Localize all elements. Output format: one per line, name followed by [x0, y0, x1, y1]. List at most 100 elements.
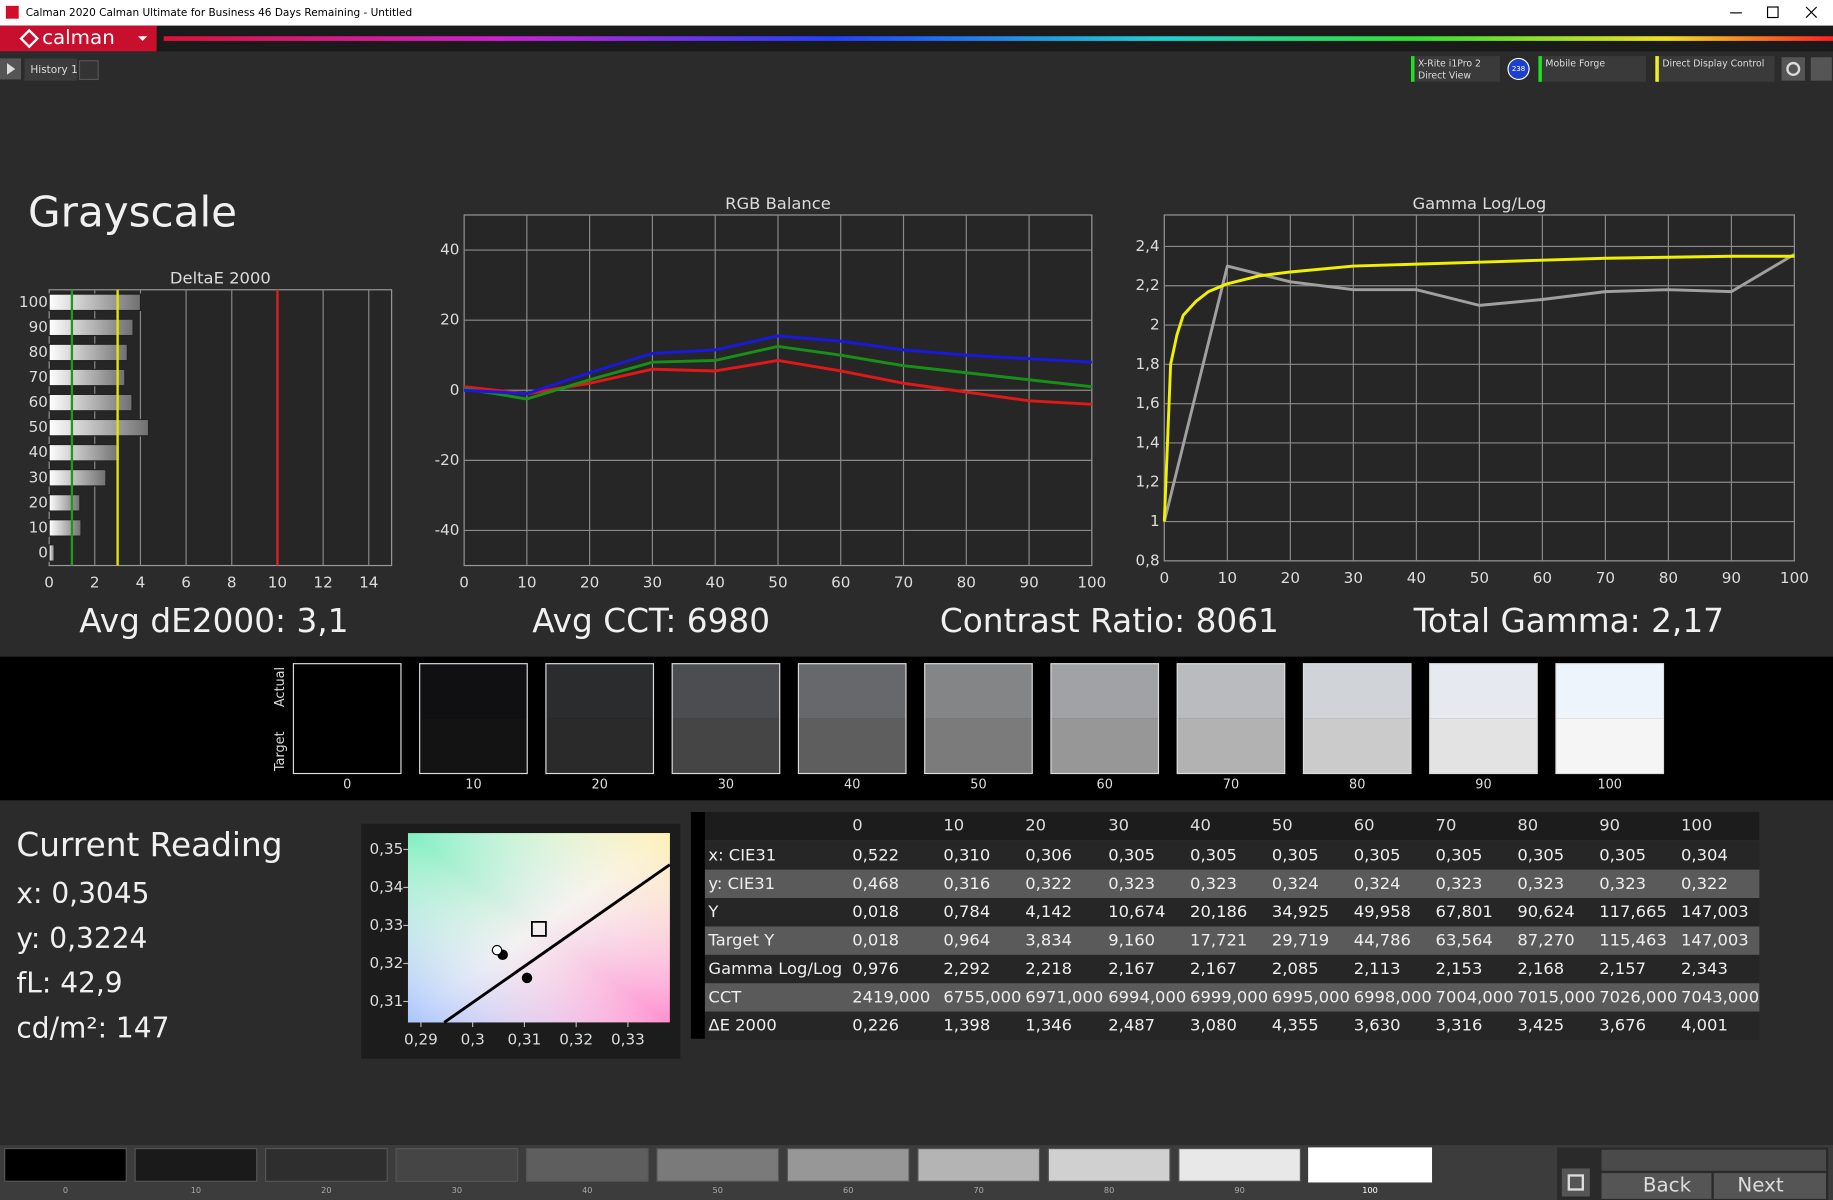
chart-title: RGB Balance — [725, 194, 831, 213]
table-cell: 20,186 — [1190, 902, 1247, 921]
footer-swatch[interactable] — [917, 1148, 1041, 1182]
x-tick-label: 0,31 — [508, 1030, 542, 1048]
swatch-actual — [545, 663, 654, 719]
back-button[interactable] — [1601, 1173, 1712, 1199]
close-button[interactable] — [1805, 6, 1818, 18]
table-cell: 0,522 — [852, 845, 899, 864]
footer-swatch[interactable] — [1047, 1148, 1171, 1182]
column-header: 70 — [1436, 816, 1457, 835]
table-cell: 0,964 — [943, 931, 990, 950]
table-cell: 0,305 — [1190, 845, 1237, 864]
column-header: 50 — [1272, 816, 1293, 835]
y-tick-label: 60 — [29, 393, 48, 411]
window-title: Calman 2020 Calman Ultimate for Business… — [26, 7, 412, 19]
settings-button[interactable] — [1781, 57, 1805, 81]
footer-swatch[interactable] — [525, 1148, 649, 1182]
measured-point — [521, 972, 533, 984]
bar — [48, 418, 150, 437]
history-tab[interactable] — [24, 58, 78, 81]
x-tick-label: 100 — [1077, 574, 1106, 592]
table-cell: 0,323 — [1517, 874, 1564, 893]
target-label: Target — [273, 731, 288, 772]
y-tick-label: 70 — [29, 368, 48, 386]
table-cell: 0,305 — [1517, 845, 1564, 864]
y-tick-label: 40 — [29, 443, 48, 461]
swatch-target — [924, 718, 1033, 774]
history-tab-label: History 1 — [30, 64, 77, 76]
x-tick-label: 80 — [957, 574, 976, 592]
x-tick-label: 50 — [768, 574, 787, 592]
footer-swatch[interactable] — [265, 1148, 388, 1182]
y-tick-label: 2,4 — [1135, 237, 1159, 255]
x-tick-label: 70 — [894, 574, 913, 592]
x-tick-label: 30 — [643, 574, 662, 592]
table-cell: 117,665 — [1599, 902, 1667, 921]
logo-icon — [19, 28, 40, 49]
logo-button[interactable] — [0, 25, 157, 52]
bar — [48, 443, 121, 462]
meter-badge[interactable] — [1507, 57, 1530, 81]
meter-select[interactable] — [1410, 56, 1500, 82]
x-tick-label: 90 — [1019, 574, 1038, 592]
stop-button[interactable] — [1561, 1168, 1590, 1197]
swatch-label: 50 — [970, 778, 986, 793]
swatch-border — [545, 663, 655, 775]
table-cell: 2,343 — [1681, 959, 1728, 978]
table-cell: 0,306 — [1025, 845, 1072, 864]
table-cell: 2,487 — [1108, 1016, 1155, 1035]
table-cell: 6971,000 — [1025, 987, 1103, 1006]
add-tab[interactable] — [78, 60, 99, 81]
table-cell: 0,305 — [1272, 845, 1319, 864]
table-cell: 17,721 — [1190, 931, 1247, 950]
x-tick-label: 40 — [706, 574, 725, 592]
table-cell: 0,322 — [1681, 874, 1728, 893]
collapse-button[interactable] — [1810, 57, 1832, 81]
row-label: Gamma Log/Log — [708, 959, 842, 978]
y-tick-label: 0,32 — [369, 954, 403, 972]
display-select[interactable] — [1655, 56, 1775, 82]
x-tick-label: 0 — [459, 574, 469, 592]
column-header: 90 — [1599, 816, 1620, 835]
bar — [48, 544, 55, 562]
transport-buttons[interactable] — [1601, 1149, 1826, 1171]
swatch-border — [1050, 663, 1160, 775]
footer-swatch[interactable] — [1178, 1148, 1301, 1182]
x-tick-label: 4 — [136, 574, 146, 592]
footer-swatch[interactable] — [4, 1148, 127, 1182]
source-name: Mobile Forge — [1545, 59, 1605, 70]
next-button[interactable] — [1713, 1173, 1826, 1199]
footer-swatch[interactable] — [395, 1148, 519, 1182]
swatch-border — [1555, 663, 1665, 775]
x-tick-label: 40 — [1407, 569, 1426, 587]
play-icon — [7, 63, 16, 75]
footer-swatch[interactable] — [656, 1148, 780, 1182]
footer-swatch[interactable] — [1308, 1147, 1433, 1183]
maximize-button[interactable] — [1766, 6, 1779, 19]
y-tick-label: 30 — [29, 468, 48, 486]
table-cell: 3,630 — [1354, 1016, 1401, 1035]
table-cell: 0,018 — [852, 902, 899, 921]
target-point — [531, 921, 547, 937]
table-cell: 2,168 — [1517, 959, 1564, 978]
table-row — [704, 898, 1760, 927]
source-status — [1538, 56, 1542, 82]
summary-stat: Avg CCT: 6980 — [532, 602, 770, 640]
footer-swatch[interactable] — [134, 1148, 258, 1182]
swatch-label: 70 — [1223, 778, 1239, 793]
swatch-target — [419, 718, 528, 774]
x-tick-label: 14 — [359, 574, 378, 592]
y-tick-label: 90 — [29, 318, 48, 336]
x-tick-label: 6 — [181, 574, 191, 592]
y-tick-label: 1 — [1150, 512, 1160, 530]
y-tick-label: 40 — [440, 241, 459, 259]
source-select[interactable] — [1538, 56, 1646, 82]
footer-swatch[interactable] — [786, 1148, 910, 1182]
footer-swatch-label: 40 — [582, 1185, 592, 1195]
y-tick-label: 20 — [29, 493, 48, 511]
logo-text: calman — [42, 26, 115, 49]
table-cell: 0,018 — [852, 931, 899, 950]
chart-title: Gamma Log/Log — [1412, 194, 1546, 213]
table-cell: 7015,000 — [1517, 987, 1595, 1006]
swatch-actual — [924, 663, 1033, 719]
